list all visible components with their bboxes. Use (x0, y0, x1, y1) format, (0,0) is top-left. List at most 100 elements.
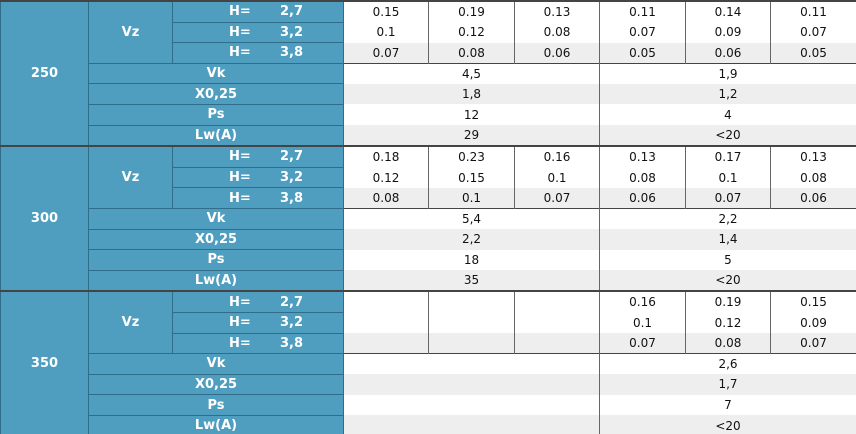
param-left: 35 (343, 270, 600, 292)
h-value: 2,7 (279, 149, 303, 165)
value-cell (428, 312, 515, 333)
value-cell: 0.07 (770, 333, 856, 354)
value-cell: 0.16 (599, 290, 686, 313)
size-cell: 300 (0, 145, 89, 292)
h-cell: H= 3,8 (172, 187, 344, 209)
param-left: 12 (343, 104, 600, 126)
value-cell: 0.23 (428, 145, 515, 168)
size-cell: 350 (0, 290, 89, 434)
value-cell: 0.05 (770, 42, 856, 64)
param-right: 2,2 (599, 207, 856, 230)
h-wrap: H= 2,7 (229, 295, 303, 310)
size-cell: 250 (0, 0, 89, 147)
value-cell: 0.13 (770, 145, 856, 168)
param-left: 1,8 (343, 83, 600, 105)
h-cell: H= 3,8 (172, 332, 344, 355)
param-left: 4,5 (343, 62, 600, 84)
table-row: Vk 4,5 1,9 (1, 62, 856, 85)
h-cell: H= 3,8 (172, 42, 344, 64)
value-cell: 0.07 (770, 22, 856, 43)
value-cell: 0.09 (685, 22, 771, 43)
table-row: Vk 5,4 2,2 (1, 207, 856, 230)
h-wrap: H= 3,2 (229, 170, 303, 185)
value-cell (514, 312, 600, 333)
param-right: <20 (599, 270, 856, 292)
h-value: 3,8 (279, 190, 303, 206)
table-row: X0,25 1,7 (1, 373, 856, 396)
table-row: Lw(A) 35 <20 (1, 269, 856, 292)
value-cell: 0.06 (685, 42, 771, 64)
h-value: 2,7 (279, 294, 303, 310)
table-row: Lw(A) <20 (1, 414, 856, 434)
value-cell: 0.08 (685, 333, 771, 354)
param-left (343, 415, 600, 434)
h-label: H= (229, 294, 251, 310)
param-right: 1,9 (599, 62, 856, 84)
value-cell: 0.06 (514, 42, 600, 64)
value-cell: 0.16 (514, 145, 600, 168)
value-cell: 0.07 (514, 187, 600, 209)
param-right: 4 (599, 104, 856, 126)
param-right: 1,4 (599, 229, 856, 250)
param-label: X0,25 (88, 228, 344, 251)
param-label: Vk (88, 207, 344, 230)
value-cell: 0.08 (343, 187, 429, 209)
table-row: 300 Vz H= 2,7 0.18 0.23 0.16 0.13 0.17 0.13 (0, 145, 856, 292)
h-value: 3,2 (279, 24, 303, 40)
value-cell: 0.15 (343, 0, 429, 23)
h-value: 3,8 (279, 335, 303, 351)
value-cell (514, 290, 600, 313)
h-cell: H= 3,2 (172, 311, 344, 334)
table-row: 350 Vz H= 2,7 0.16 0.19 0.15 (0, 290, 856, 434)
param-label: Lw(A) (88, 269, 344, 292)
value-cell: 0.1 (428, 187, 515, 209)
h-label: H= (229, 170, 251, 186)
param-left: 29 (343, 125, 600, 147)
value-cell: 0.11 (770, 0, 856, 23)
param-left (343, 374, 600, 395)
value-cell: 0.1 (599, 312, 686, 333)
h-label: H= (229, 190, 251, 206)
h-cell: H= 2,7 (172, 290, 344, 313)
value-cell: 0.06 (599, 187, 686, 209)
h-wrap: H= 3,8 (229, 191, 303, 206)
value-cell (428, 333, 515, 354)
value-cell: 0.13 (599, 145, 686, 168)
value-cell: 0.07 (599, 22, 686, 43)
value-cell: 0.07 (599, 333, 686, 354)
value-cell (343, 312, 429, 333)
table-row: 250 Vz H= 2,7 0.15 0.19 0.13 0.11 0.14 0.11 (0, 0, 856, 147)
param-label: X0,25 (88, 373, 344, 396)
value-cell: 0.1 (514, 167, 600, 188)
table-row: H= 3,8 0.07 0.08 0.06 0.05 0.06 0.05 (1, 42, 856, 64)
param-label: Ps (88, 103, 344, 126)
value-cell: 0.18 (343, 145, 429, 168)
value-cell: 0.08 (599, 167, 686, 188)
table-row: Ps 12 4 (1, 103, 856, 126)
param-label: Vk (88, 62, 344, 85)
value-cell: 0.08 (514, 22, 600, 43)
value-cell (514, 333, 600, 354)
h-label: H= (229, 315, 251, 331)
table-row: H= 3,2 0.1 0.12 0.08 0.07 0.09 0.07 (1, 21, 856, 44)
param-left (343, 353, 600, 375)
h-value: 3,2 (279, 170, 303, 186)
value-cell: 0.15 (428, 167, 515, 188)
param-right: 1,2 (599, 83, 856, 105)
h-label: H= (229, 45, 251, 61)
value-cell: 0.17 (685, 145, 771, 168)
value-cell: 0.08 (428, 42, 515, 64)
param-label: Lw(A) (88, 414, 344, 434)
h-wrap: H= 3,2 (229, 315, 303, 330)
table-row: Ps 18 5 (1, 249, 856, 271)
table-row: X0,25 1,8 1,2 (1, 83, 856, 105)
param-label: Ps (88, 249, 344, 271)
param-right: 1,7 (599, 374, 856, 395)
table-row: Ps 7 (1, 394, 856, 416)
table-row: H= 3,2 0.1 0.12 0.09 (1, 311, 856, 334)
value-cell: 0.09 (770, 312, 856, 333)
param-label: Vk (88, 353, 344, 375)
value-cell: 0.15 (770, 290, 856, 313)
table-row: X0,25 2,2 1,4 (1, 228, 856, 251)
